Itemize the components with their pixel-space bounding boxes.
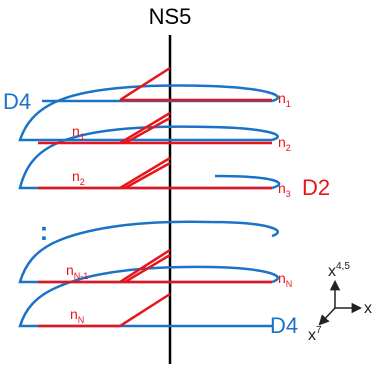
red-diag-3a xyxy=(119,156,171,190)
label-n1-left: n1 xyxy=(72,123,85,142)
ns5-label: NS5 xyxy=(149,4,192,29)
label-nN-left: nN xyxy=(70,306,84,325)
d2-label: D2 xyxy=(302,175,330,200)
red-diag-2a xyxy=(119,111,171,145)
loop-n xyxy=(18,265,279,328)
red-diag-4a xyxy=(119,248,171,284)
red-diag-2b xyxy=(124,116,171,145)
loop-2 xyxy=(18,125,279,190)
label-nNm1-left: nN-1 xyxy=(66,262,88,281)
red-diag-3b xyxy=(124,161,171,190)
label-n2-right: n2 xyxy=(278,134,291,153)
label-n2-left: n2 xyxy=(72,168,85,187)
top-d4-label: D4 xyxy=(3,89,31,114)
bottom-d4-label: D4 xyxy=(270,313,298,338)
loop-1 xyxy=(18,84,279,142)
red-diag-4b xyxy=(124,253,171,284)
axis-horizontal-label: x xyxy=(364,300,372,317)
loop-4 xyxy=(18,220,279,284)
red-diag-5 xyxy=(119,292,171,328)
label-n1-right: n1 xyxy=(278,90,291,109)
axis-diagonal-label: x7 xyxy=(308,325,322,344)
ellipsis-dots: : xyxy=(40,216,49,246)
label-n3-right: n3 xyxy=(278,180,291,199)
label-nN-right: nN xyxy=(278,270,292,289)
loop-3 xyxy=(214,174,281,190)
red-diag-1 xyxy=(119,66,171,102)
axis-diagonal xyxy=(318,307,336,326)
axis-vertical-label: x4,5 xyxy=(328,261,350,280)
